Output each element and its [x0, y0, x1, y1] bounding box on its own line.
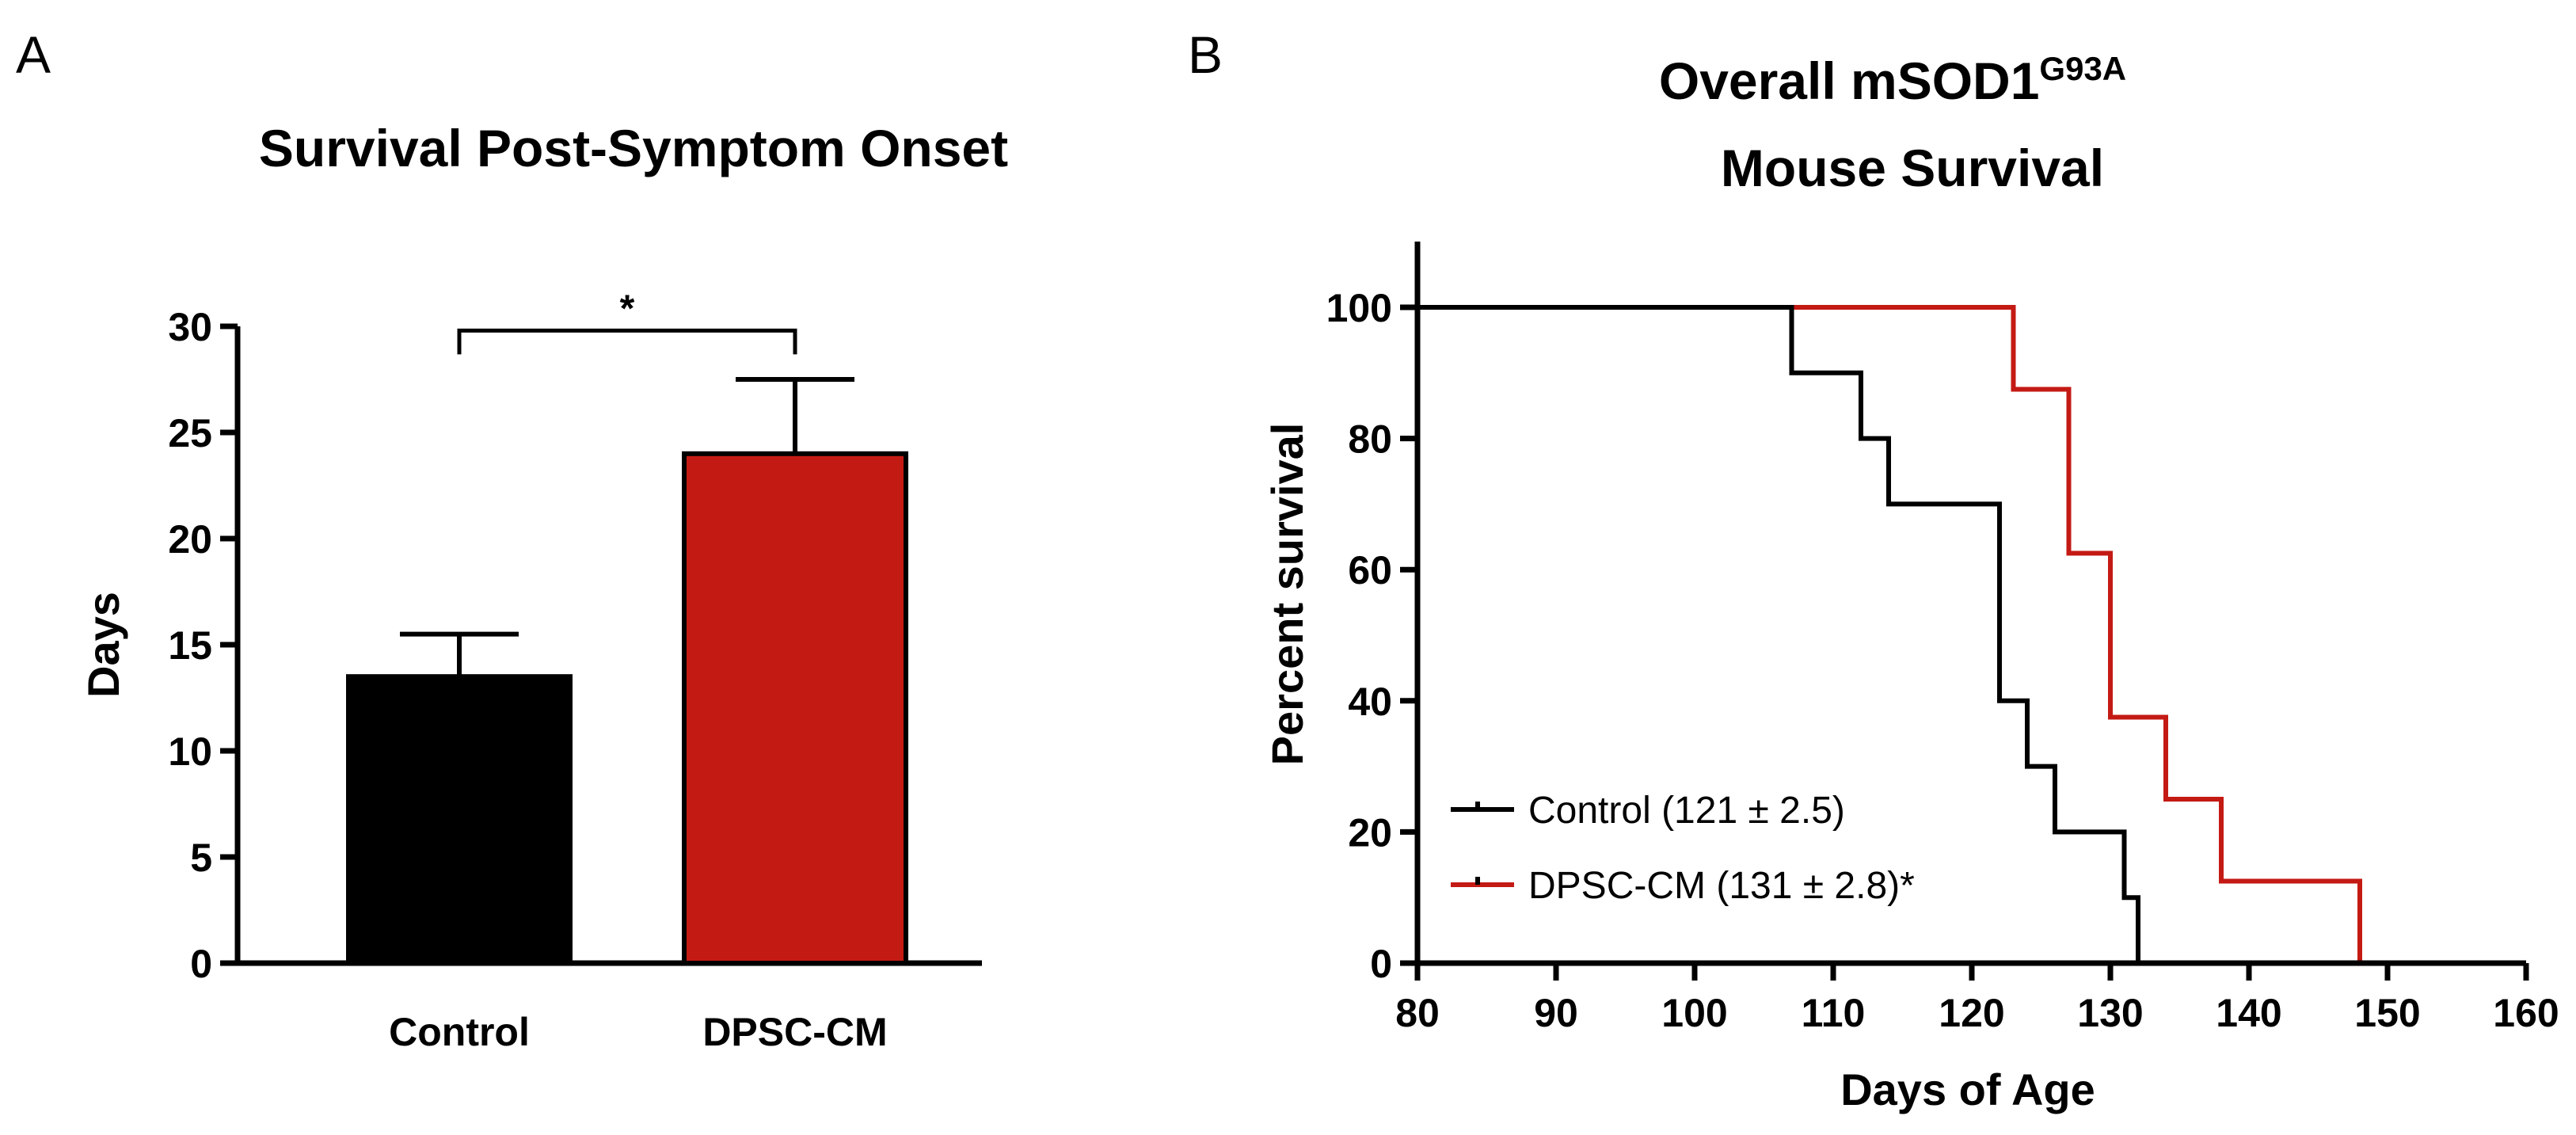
x-tick-label: 90	[1534, 991, 1578, 1035]
legend: Control (121 ± 2.5) DPSC-CM (131 ± 2.8)*	[1451, 790, 1915, 907]
x-tick-label: 100	[1661, 991, 1727, 1035]
x-tick-label: 110	[1802, 991, 1866, 1035]
y-tick-label: 20	[168, 517, 212, 562]
y-tick-label: 100	[1326, 286, 1392, 330]
y-tick-label: 25	[168, 411, 212, 455]
legend-label-dpsc: DPSC-CM (131 ± 2.8)*	[1528, 865, 1915, 907]
x-tick-label: 150	[2354, 991, 2420, 1035]
bars	[346, 377, 908, 966]
y-ticks: 0 20 40 60 80 100	[1326, 286, 1417, 986]
y-ticks: 0 5 10 15 20 25 30	[168, 305, 238, 986]
bar-dpsc-cm	[682, 451, 908, 966]
x-tick-label: 120	[1939, 991, 2004, 1035]
significance-line	[457, 328, 797, 355]
y-tick-label: 0	[1370, 942, 1392, 986]
y-tick-label: 20	[1348, 810, 1392, 855]
legend-label-control: Control (121 ± 2.5)	[1528, 790, 1845, 832]
y-axis-label: Percent survival	[1262, 423, 1312, 766]
legend-item-dpsc: DPSC-CM (131 ± 2.8)*	[1451, 865, 1915, 907]
panel-a-label: A	[16, 25, 51, 84]
y-tick-label: 60	[1348, 548, 1392, 592]
bar-control	[346, 674, 573, 966]
x-tick-labels: Control DPSC-CM	[389, 1010, 888, 1054]
bar-chart: 0 5 10 15 20 25 30 * Control DPSC-CM Days	[78, 288, 982, 1054]
chart-a-title: Survival Post-Symptom Onset	[259, 119, 1008, 177]
y-tick-label: 10	[168, 729, 212, 774]
x-tick-label: 130	[2077, 991, 2143, 1035]
chart-b-title-superscript: G93A	[2039, 50, 2126, 87]
y-tick-label: 15	[168, 623, 212, 668]
survival-curve-dpsc-cm	[1791, 305, 2362, 963]
legend-item-control: Control (121 ± 2.5)	[1451, 790, 1845, 832]
y-tick-label: 0	[190, 942, 212, 986]
significance-star: *	[620, 288, 635, 329]
x-ticks: 80 90 100 110 120 130 140 150 160	[1395, 963, 2559, 1035]
x-tick-label: 80	[1395, 991, 1440, 1035]
chart-b-title-line1: Overall mSOD1G93A	[1659, 50, 2126, 110]
panel-b-label: B	[1188, 25, 1223, 84]
x-axis-label: Days of Age	[1840, 1065, 2095, 1114]
chart-b-title-line2: Mouse Survival	[1721, 139, 2104, 197]
x-tick-label: DPSC-CM	[702, 1010, 887, 1054]
survival-curve-control	[1417, 305, 2140, 963]
y-axis-label: Days	[78, 592, 128, 698]
x-tick-label: 160	[2493, 991, 2559, 1035]
survival-chart: 0 20 40 60 80 100 80 90 100 110 120 130 140 150 160 D…	[1262, 242, 2559, 1114]
chart-b-title-main: Overall mSOD1	[1659, 51, 2040, 110]
y-tick-label: 40	[1348, 680, 1392, 724]
x-tick-label: Control	[389, 1010, 530, 1054]
significance-bracket: *	[457, 288, 797, 355]
y-tick-label: 30	[168, 305, 212, 349]
y-tick-label: 5	[190, 836, 212, 880]
x-tick-label: 140	[2216, 991, 2281, 1035]
y-tick-label: 80	[1348, 417, 1392, 462]
survival-curves	[1417, 305, 2362, 963]
